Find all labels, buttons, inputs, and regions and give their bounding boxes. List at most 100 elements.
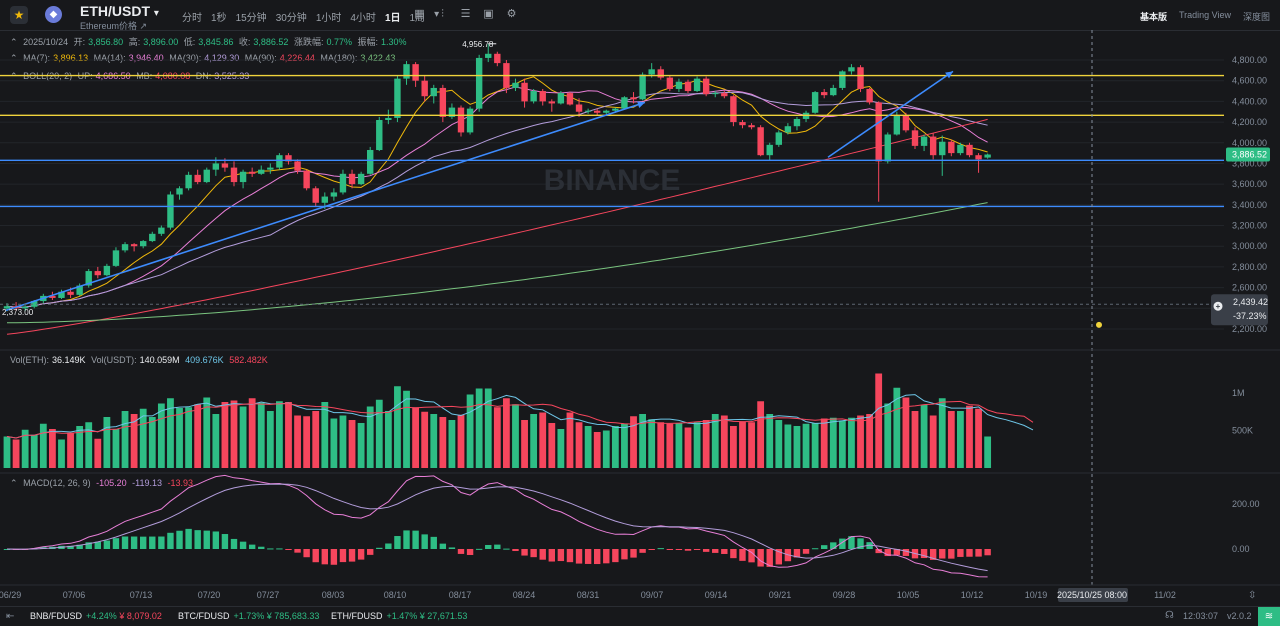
macd-histogram-bar — [566, 549, 574, 563]
ma-legend: ⌃ MA(7): 3,896.13 MA(14): 3,946.40 MA(30):… — [10, 53, 398, 64]
volume-bar — [321, 402, 329, 468]
candle-body — [258, 169, 265, 174]
view-tradingview[interactable]: Trading View — [1178, 10, 1231, 20]
volume-bar — [203, 397, 211, 468]
macd-histogram-bar — [630, 549, 637, 558]
candle-body — [566, 93, 574, 105]
volume-bar — [30, 435, 38, 468]
ma90-label: MA(90): — [244, 53, 277, 63]
candle-body — [49, 295, 56, 298]
volume-bar — [693, 422, 701, 468]
volume-bar — [503, 398, 510, 468]
volume-bar — [639, 414, 646, 468]
macd-dea-line — [6, 483, 988, 572]
volume-bar — [739, 421, 746, 468]
candle-body — [821, 92, 828, 96]
volume-bar — [648, 419, 656, 468]
volume-bar — [893, 387, 901, 468]
interval-tab[interactable]: 30分钟 — [275, 13, 307, 24]
layout-icon[interactable]: ▣ — [483, 8, 494, 20]
macd-histogram-bar — [739, 549, 746, 561]
interval-tab[interactable]: 4小时 — [350, 13, 376, 24]
ticker-scroll-icon[interactable]: ⇤ — [6, 611, 15, 622]
ma7-line — [6, 76, 988, 308]
date-axis-tick: 10/19 — [1025, 590, 1048, 600]
candle-body — [112, 250, 120, 266]
candle-body — [548, 101, 555, 104]
candle-body — [948, 141, 955, 154]
volume-bar — [85, 422, 93, 468]
candle-body — [412, 64, 419, 81]
macd-histogram-bar — [657, 548, 664, 550]
view-basic[interactable]: 基本版 — [1139, 12, 1167, 22]
interval-tab[interactable]: 15分钟 — [235, 13, 267, 24]
interval-tab[interactable]: 分时 — [182, 13, 202, 24]
volume-bar — [702, 420, 710, 468]
candle-body — [684, 81, 692, 92]
candle-body — [739, 122, 746, 126]
bottom-ticker-bar: ⇤ BNB/FDUSD +4.24% ¥ 8,079.02 BTC/FDUSD +1… — [0, 606, 1280, 626]
volume-bar — [185, 407, 192, 468]
symbol-subtitle[interactable]: Ethereum价格 ↗ — [80, 21, 148, 31]
trend-arrow-2-head — [945, 71, 953, 79]
volume-bar — [920, 405, 928, 468]
symbol-selector[interactable]: ETH/USDT ▾ — [80, 3, 159, 19]
candle-body — [830, 87, 837, 96]
trend-arrow-1-head — [637, 101, 645, 108]
indicator-icon[interactable]: ⫶ — [441, 8, 444, 20]
macd-histogram-bar — [666, 549, 674, 550]
macd-chevron-icon[interactable]: ⌃ — [10, 478, 18, 488]
candle-body — [385, 117, 392, 121]
favorite-star-icon[interactable]: ★ — [10, 6, 28, 24]
ma-chevron-icon[interactable]: ⌃ — [10, 53, 18, 63]
macd-histogram-bar — [121, 536, 129, 549]
macd-histogram-bar — [612, 549, 619, 563]
volume-bar — [512, 404, 519, 468]
chevron-up-icon[interactable]: ⌃ — [10, 37, 18, 47]
volume-bar — [39, 423, 47, 468]
candle-body — [893, 115, 901, 135]
ticker-eth[interactable]: ETH/FDUSD +1.47% ¥ 27,671.53 — [331, 611, 467, 621]
candle-body — [512, 82, 519, 88]
interval-tab[interactable]: 1秒 — [211, 13, 227, 24]
interval-more-dropdown[interactable]: ▾ — [434, 9, 440, 20]
calendar-icon[interactable]: ▦ — [414, 8, 425, 20]
gear-icon[interactable]: ⚙ — [506, 8, 517, 20]
candle-body — [929, 136, 937, 156]
price-axis-tick: 4,200.00 — [1232, 117, 1267, 127]
volume-bar — [157, 403, 165, 468]
candle-body — [267, 167, 274, 170]
view-depth[interactable]: 深度图 — [1242, 12, 1270, 22]
vol-eth-label: Vol(ETH): — [10, 355, 50, 365]
volume-bar — [312, 411, 320, 468]
candle-body — [239, 171, 247, 183]
volume-bar — [357, 423, 365, 468]
volume-bar — [675, 423, 683, 468]
settings-sliders-icon[interactable]: ☰ — [460, 8, 471, 20]
interval-tab-active[interactable]: 1日 — [384, 13, 401, 24]
candle-body — [657, 69, 664, 78]
volume-bar — [666, 423, 674, 468]
ohlc-date: 2025/10/24 — [23, 37, 69, 47]
interval-tab[interactable]: 1周 — [409, 13, 426, 24]
candle-body — [194, 174, 201, 183]
headset-icon[interactable]: ☊ — [1165, 610, 1174, 621]
macd-histogram-bar — [893, 549, 901, 555]
candle-body — [403, 64, 410, 79]
price-chart[interactable]: 4,800.00 4,600.00 4,400.00 4,200.00 4,000.00… — [0, 30, 1280, 606]
date-axis-tick: 09/28 — [833, 590, 856, 600]
wifi-icon: ≋ — [1258, 607, 1280, 626]
interval-tab[interactable]: 1小时 — [315, 13, 342, 24]
date-axis-tick: 10/05 — [897, 590, 920, 600]
volume-bar — [421, 411, 429, 468]
ticker-bnb[interactable]: BNB/FDUSD +4.24% ¥ 8,079.02 — [30, 611, 162, 621]
candle-body — [957, 144, 964, 154]
candle-body — [158, 227, 165, 234]
ticker-btc[interactable]: BTC/FDUSD +1.73% ¥ 785,683.33 — [178, 611, 319, 621]
macd-histogram-bar — [675, 549, 683, 550]
macd-histogram-bar — [648, 549, 655, 550]
date-axis-tick: 09/14 — [705, 590, 728, 600]
candle-body — [784, 126, 792, 133]
candle-body — [584, 110, 592, 112]
vol-eth-value: 36.149K — [52, 355, 86, 365]
